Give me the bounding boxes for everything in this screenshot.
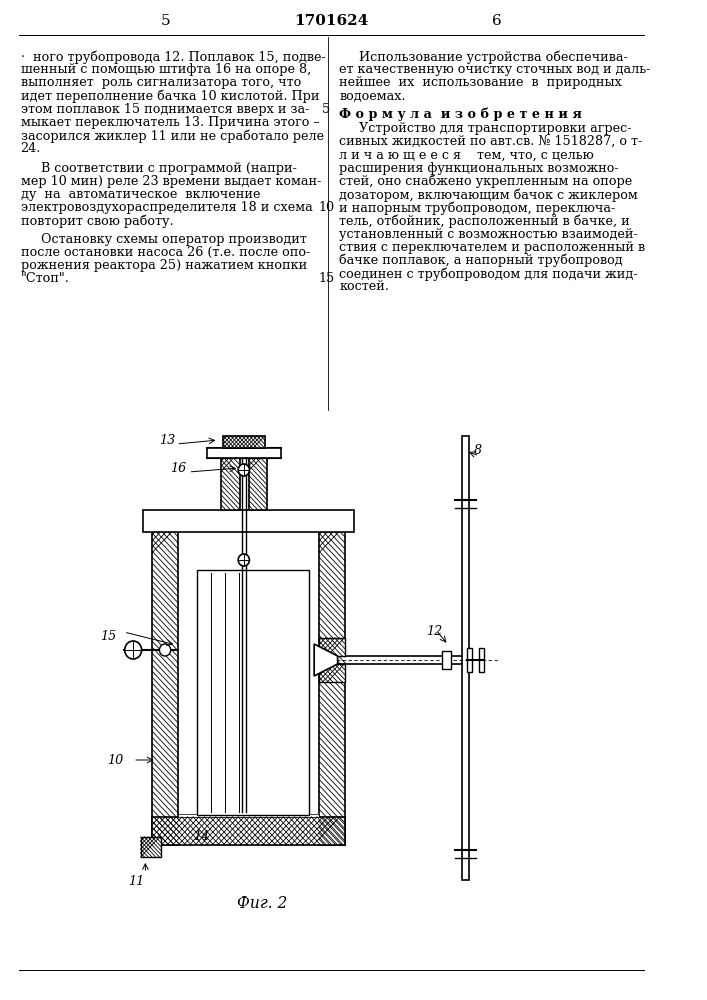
- Bar: [319, 638, 345, 656]
- Circle shape: [159, 644, 170, 656]
- Bar: [319, 528, 345, 845]
- Text: л и ч а ю щ е е с я    тем, что, с целью: л и ч а ю щ е е с я тем, что, с целью: [339, 148, 594, 161]
- Text: 16: 16: [170, 462, 186, 475]
- Text: 11: 11: [128, 875, 144, 888]
- Text: Остановку схемы оператор производит: Остановку схемы оператор производит: [21, 233, 307, 246]
- Text: 13: 13: [159, 434, 175, 447]
- Text: 1701624: 1701624: [294, 14, 368, 28]
- Bar: [223, 436, 265, 448]
- Text: 15: 15: [100, 630, 117, 643]
- Text: бачке поплавок, а напорный трубопровод: бачке поплавок, а напорный трубопровод: [339, 254, 623, 267]
- Bar: [479, 648, 484, 672]
- Text: выполняет  роль сигнализатора того, что: выполняет роль сигнализатора того, что: [21, 76, 301, 89]
- Text: Ф о р м у л а  и з о б р е т е н и я: Ф о р м у л а и з о б р е т е н и я: [339, 108, 583, 121]
- Text: этом поплавок 15 поднимается вверх и за-: этом поплавок 15 поднимается вверх и за-: [21, 103, 309, 116]
- Text: шенный с помощью штифта 16 на опоре 8,: шенный с помощью штифта 16 на опоре 8,: [21, 63, 311, 76]
- Bar: [152, 528, 178, 845]
- Bar: [462, 436, 469, 880]
- Text: мыкает переключатель 13. Причина этого –: мыкает переключатель 13. Причина этого –: [21, 116, 320, 129]
- Text: Использование устройства обеспечива-: Использование устройства обеспечива-: [339, 50, 629, 64]
- Polygon shape: [314, 644, 338, 676]
- Bar: [319, 664, 345, 682]
- Text: нейшее  их  использование  в  природных: нейшее их использование в природных: [339, 76, 622, 89]
- Text: засорился жиклер 11 или не сработало реле: засорился жиклер 11 или не сработало рел…: [21, 129, 324, 143]
- Text: расширения функциональных возможно-: расширения функциональных возможно-: [339, 162, 619, 175]
- Text: после остановки насоса 26 (т.е. после опо-: после остановки насоса 26 (т.е. после оп…: [21, 246, 310, 259]
- Text: 24.: 24.: [21, 142, 41, 155]
- Text: рожнения реактора 25) нажатием кнопки: рожнения реактора 25) нажатием кнопки: [21, 259, 307, 272]
- Text: дозатором, включающим бачок с жиклером: дозатором, включающим бачок с жиклером: [339, 188, 638, 202]
- Text: 5: 5: [322, 103, 330, 116]
- Circle shape: [238, 464, 250, 476]
- Text: электровоздухораспределителя 18 и схема: электровоздухораспределителя 18 и схема: [21, 201, 312, 214]
- Text: 15: 15: [318, 272, 334, 285]
- Text: ду  на  автоматическое  включение: ду на автоматическое включение: [21, 188, 260, 201]
- Text: сивных жидкостей по авт.св. № 1518287, о т-: сивных жидкостей по авт.св. № 1518287, о…: [339, 135, 643, 148]
- Text: тель, отбойник, расположенный в бачке, и: тель, отбойник, расположенный в бачке, и: [339, 214, 630, 228]
- Text: мер 10 мин) реле 23 времени выдает коман-: мер 10 мин) реле 23 времени выдает коман…: [21, 175, 321, 188]
- Text: "Стоп".: "Стоп".: [21, 272, 69, 285]
- Text: Устройство для транспортировки агрес-: Устройство для транспортировки агрес-: [339, 122, 632, 135]
- Text: 10: 10: [318, 201, 334, 214]
- Text: 6: 6: [492, 14, 502, 28]
- Text: 10: 10: [107, 754, 124, 766]
- Bar: [197, 570, 310, 815]
- Text: 5: 5: [161, 14, 171, 28]
- Bar: [178, 814, 319, 817]
- Circle shape: [238, 554, 250, 566]
- Text: повторит свою работу.: повторит свою работу.: [21, 214, 173, 228]
- Text: 8: 8: [474, 444, 481, 457]
- Text: водоемах.: водоемах.: [339, 90, 406, 103]
- Text: идет переполнение бачка 10 кислотой. При: идет переполнение бачка 10 кислотой. При: [21, 90, 319, 103]
- Text: костей.: костей.: [339, 280, 390, 293]
- Bar: [248, 453, 267, 510]
- Bar: [442, 651, 451, 669]
- Text: ет качественную очистку сточных вод и даль-: ет качественную очистку сточных вод и да…: [339, 63, 651, 76]
- Bar: [207, 448, 281, 458]
- Text: ·  ного трубопровода 12. Поплавок 15, подве-: · ного трубопровода 12. Поплавок 15, под…: [21, 50, 325, 64]
- Text: Фиг. 2: Фиг. 2: [238, 895, 288, 912]
- Text: установленный с возможностью взаимодей-: установленный с возможностью взаимодей-: [339, 228, 638, 241]
- Text: 12: 12: [426, 625, 443, 638]
- Bar: [467, 648, 472, 672]
- Bar: [143, 510, 354, 532]
- Text: 14: 14: [194, 830, 210, 843]
- Text: В соответствии с программой (напри-: В соответствии с программой (напри-: [21, 162, 296, 175]
- Bar: [152, 817, 345, 845]
- Circle shape: [124, 641, 141, 659]
- Bar: [141, 837, 161, 857]
- Text: и напорным трубопроводом, переключа-: и напорным трубопроводом, переключа-: [339, 201, 616, 215]
- Text: соединен с трубопроводом для подачи жид-: соединен с трубопроводом для подачи жид-: [339, 267, 638, 281]
- Text: ствия с переключателем и расположенный в: ствия с переключателем и расположенный в: [339, 241, 645, 254]
- Bar: [221, 453, 240, 510]
- Text: стей, оно снабжено укрепленным на опоре: стей, оно снабжено укрепленным на опоре: [339, 175, 633, 188]
